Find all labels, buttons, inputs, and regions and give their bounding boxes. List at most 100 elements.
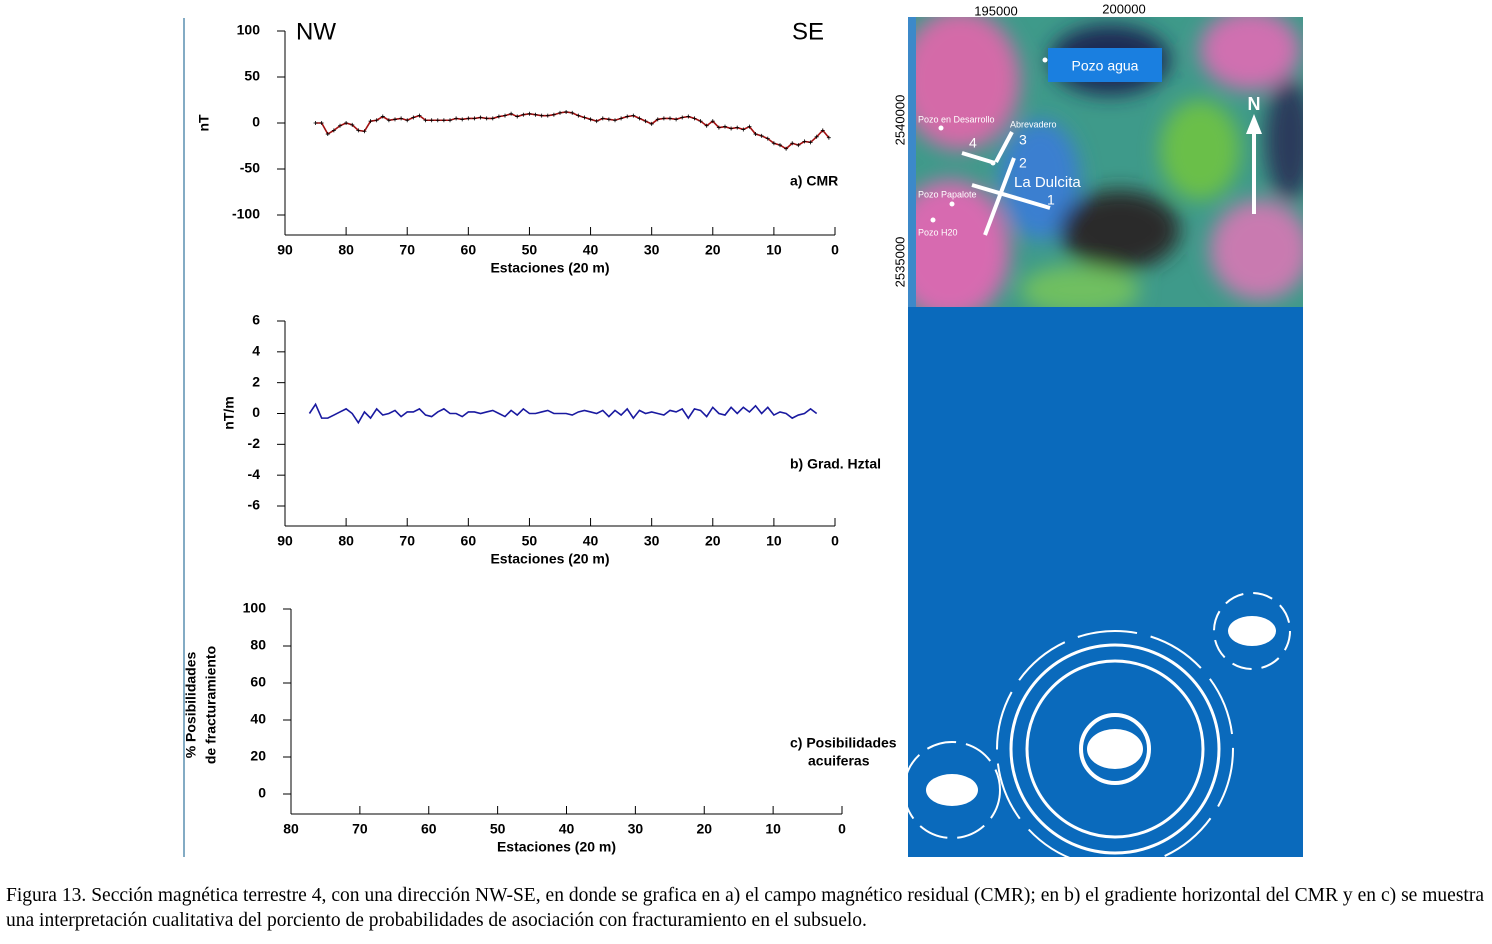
marker — [393, 117, 397, 122]
marker — [704, 123, 709, 128]
y-tick-label: 20 — [250, 748, 266, 764]
x-tick-label: 30 — [644, 242, 660, 258]
marker — [735, 125, 740, 130]
well-label: Pozo en Desarrollo — [918, 114, 995, 124]
y-tick-label: 80 — [250, 637, 266, 653]
marker — [460, 117, 465, 122]
marker — [564, 109, 569, 114]
well-label: Abrevadero — [1010, 119, 1057, 129]
x-tick-label: 20 — [705, 242, 721, 258]
marker — [515, 114, 520, 119]
marker — [539, 113, 544, 118]
x-tick-label: 20 — [696, 821, 712, 837]
marker — [741, 127, 746, 132]
x-tick-label: 40 — [559, 821, 575, 837]
marker — [448, 118, 452, 123]
marker — [692, 116, 697, 121]
x-axis-label: Estaciones (20 m) — [490, 551, 609, 567]
marker — [435, 118, 440, 123]
marker — [747, 124, 752, 129]
well-label: Pozo H20 — [918, 227, 958, 237]
marker — [325, 132, 330, 137]
marker — [429, 118, 434, 123]
x-tick-label: 10 — [765, 821, 781, 837]
marker — [631, 113, 636, 118]
marker — [411, 115, 416, 120]
marker — [680, 115, 685, 120]
marker — [490, 116, 495, 121]
marker — [637, 116, 642, 121]
marker — [686, 114, 691, 119]
marker — [527, 111, 532, 116]
marker — [521, 112, 526, 117]
y-axis-label: de fracturamiento — [203, 646, 219, 764]
x-tick-label: 30 — [644, 533, 660, 549]
y-tick-label: 0 — [258, 785, 266, 801]
marker — [661, 116, 666, 121]
x-tick-label: 60 — [461, 242, 477, 258]
marker — [454, 116, 459, 121]
y-tick-label: 100 — [237, 22, 261, 38]
x-tick-label: 70 — [352, 821, 368, 837]
direction-label: SE — [792, 18, 824, 45]
profile-label: 1 — [1047, 192, 1055, 208]
marker — [362, 129, 367, 134]
marker — [331, 128, 336, 133]
profile-label: 4 — [969, 135, 977, 151]
marker — [790, 141, 795, 146]
marker — [710, 119, 715, 124]
x-tick-label: 60 — [461, 533, 477, 549]
y-tick-label: 60 — [250, 674, 266, 690]
x-tick-label: 40 — [583, 533, 599, 549]
marker — [796, 143, 801, 148]
figure: 195000 200000 2540000 2535000 Pozo agua … — [182, 1, 1303, 868]
x-tick-label: 90 — [277, 242, 293, 258]
marker — [368, 119, 373, 124]
x-axis-label: Estaciones (20 m) — [490, 260, 609, 276]
x-tick-label: 40 — [583, 242, 599, 258]
marker — [533, 112, 538, 117]
marker — [509, 111, 514, 116]
marker — [753, 132, 758, 137]
marker — [820, 128, 825, 133]
marker — [356, 128, 361, 133]
marker — [344, 121, 349, 125]
profile-label: 2 — [1019, 155, 1027, 171]
marker — [613, 118, 617, 123]
marker — [778, 143, 782, 148]
map — [903, 17, 1303, 868]
marker — [551, 112, 556, 117]
marker — [558, 110, 562, 115]
marker — [423, 118, 428, 123]
marker — [729, 126, 734, 131]
profile-label: 3 — [1019, 132, 1027, 148]
direction-label: NW — [296, 18, 336, 45]
marker — [808, 140, 813, 145]
x-tick-label: 90 — [277, 533, 293, 549]
y-tick-label: -6 — [248, 497, 261, 513]
x-tick-label: 80 — [338, 533, 354, 549]
marker — [576, 113, 581, 118]
marker — [374, 118, 379, 123]
y-tick-label: 0 — [252, 114, 260, 130]
data-line — [308, 402, 818, 425]
x-tick-label: 20 — [705, 533, 721, 549]
marker — [649, 121, 654, 126]
marker — [313, 121, 318, 125]
marker — [759, 133, 764, 138]
marker — [319, 121, 324, 125]
map-coord: 2540000 — [892, 95, 907, 146]
marker — [503, 113, 507, 118]
x-tick-label: 0 — [831, 533, 839, 549]
y-tick-label: 4 — [252, 343, 260, 359]
caption: Figura 13. Sección magnética terrestre 4… — [6, 885, 1484, 931]
marker — [582, 115, 587, 120]
y-tick-label: 6 — [252, 312, 260, 328]
marker — [606, 117, 611, 122]
x-tick-label: 80 — [338, 242, 354, 258]
y-axis-label: nT — [196, 114, 212, 132]
marker — [545, 113, 550, 118]
y-tick-label: -2 — [248, 435, 261, 451]
marker — [496, 114, 501, 119]
